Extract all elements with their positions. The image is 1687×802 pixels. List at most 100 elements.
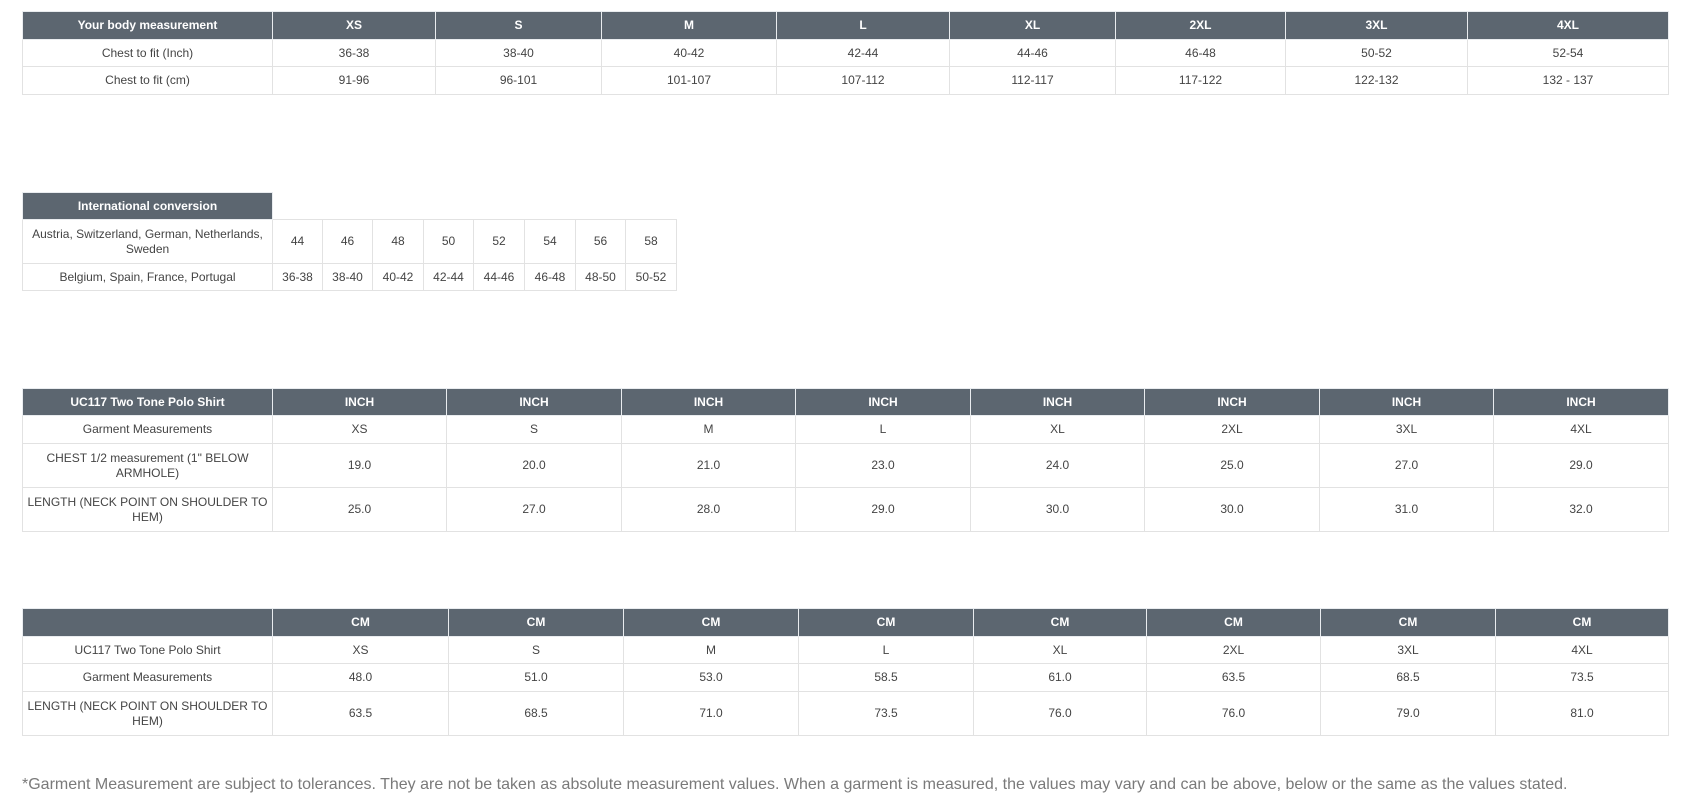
header-cell: CM <box>623 608 799 637</box>
table-cell: 117-122 <box>1115 66 1286 95</box>
header-cell: CM <box>973 608 1147 637</box>
table-row: Belgium, Spain, France, Portugal 36-38 3… <box>22 263 677 291</box>
table-cell: 3XL <box>1319 415 1494 444</box>
body-measurement-table: Your body measurement XS S M L XL 2XL 3X… <box>22 11 1669 95</box>
table-cell: L <box>798 636 974 664</box>
row-label: LENGTH (NECK POINT ON SHOULDER TO HEM) <box>22 691 273 736</box>
table-cell: 54 <box>524 219 576 264</box>
empty-header-space <box>273 193 677 220</box>
table-cell: 46 <box>322 219 373 264</box>
table-cell: 42-44 <box>423 263 474 291</box>
header-cell: INCH <box>970 388 1145 416</box>
table-cell: 29.0 <box>1493 443 1669 488</box>
table-cell: 132 - 137 <box>1467 66 1669 95</box>
table-cell: 25.0 <box>1144 443 1320 488</box>
table-cell: 3XL <box>1320 636 1496 664</box>
header-cell: Your body measurement <box>22 11 273 40</box>
row-label: UC117 Two Tone Polo Shirt <box>22 636 273 664</box>
row-label: Austria, Switzerland, German, Netherland… <box>22 219 273 264</box>
table-header-row: CM CM CM CM CM CM CM CM <box>22 608 1669 637</box>
table-row: CHEST 1/2 measurement (1" BELOW ARMHOLE)… <box>22 443 1669 488</box>
table-cell: 29.0 <box>795 487 971 532</box>
table-cell: 42-44 <box>776 39 950 67</box>
row-label: Belgium, Spain, France, Portugal <box>22 263 273 291</box>
table-cell: 96-101 <box>435 66 602 95</box>
header-cell: 3XL <box>1285 11 1468 40</box>
header-cell: CM <box>1320 608 1496 637</box>
table-cell: 73.5 <box>1495 663 1669 692</box>
table-cell: XS <box>272 636 449 664</box>
table-cell: 30.0 <box>1144 487 1320 532</box>
header-cell: XL <box>949 11 1116 40</box>
table-cell: 2XL <box>1146 636 1321 664</box>
table-cell: L <box>795 415 971 444</box>
row-label: Garment Measurements <box>22 415 273 444</box>
header-cell: UC117 Two Tone Polo Shirt <box>22 388 273 416</box>
table-header-row: UC117 Two Tone Polo Shirt INCH INCH INCH… <box>22 388 1669 416</box>
table-cell: 48 <box>372 219 424 264</box>
table-cell: 76.0 <box>973 691 1147 736</box>
table-cell: 46-48 <box>524 263 576 291</box>
table-cell: XL <box>973 636 1147 664</box>
table-cell: 50-52 <box>1285 39 1468 67</box>
table-cell: 58 <box>625 219 677 264</box>
header-cell: CM <box>448 608 624 637</box>
table-cell: 52-54 <box>1467 39 1669 67</box>
header-cell: INCH <box>446 388 622 416</box>
cm-measurement-table: CM CM CM CM CM CM CM CM UC117 Two Tone P… <box>22 608 1669 736</box>
table-cell: 112-117 <box>949 66 1116 95</box>
table-row: Garment Measurements XS S M L XL 2XL 3XL… <box>22 415 1669 444</box>
table-cell: 38-40 <box>322 263 373 291</box>
table-cell: 2XL <box>1144 415 1320 444</box>
table-row: Austria, Switzerland, German, Netherland… <box>22 219 677 264</box>
header-cell: L <box>776 11 950 40</box>
table-cell: 46-48 <box>1115 39 1286 67</box>
table-cell: 25.0 <box>272 487 447 532</box>
table-cell: 4XL <box>1493 415 1669 444</box>
table-cell: 27.0 <box>1319 443 1494 488</box>
table-cell: 40-42 <box>601 39 777 67</box>
table-cell: 27.0 <box>446 487 622 532</box>
table-cell: 53.0 <box>623 663 799 692</box>
international-conversion-table: International conversion Austria, Switze… <box>22 192 677 291</box>
table-cell: 101-107 <box>601 66 777 95</box>
header-cell: 2XL <box>1115 11 1286 40</box>
table-cell: 23.0 <box>795 443 971 488</box>
table-cell: 48-50 <box>575 263 626 291</box>
table-cell: 24.0 <box>970 443 1145 488</box>
table-cell: M <box>623 636 799 664</box>
table-cell: 68.5 <box>1320 663 1496 692</box>
header-cell <box>22 608 273 637</box>
tolerance-note: *Garment Measurement are subject to tole… <box>22 776 1568 793</box>
table-cell: 50-52 <box>625 263 677 291</box>
table-cell: S <box>446 415 622 444</box>
table-cell: 122-132 <box>1285 66 1468 95</box>
table-cell: 91-96 <box>272 66 436 95</box>
header-cell: International conversion <box>22 192 273 220</box>
table-cell: 79.0 <box>1320 691 1496 736</box>
header-cell: INCH <box>1144 388 1320 416</box>
header-cell: S <box>435 11 602 40</box>
table-row: Chest to fit (Inch) 36-38 38-40 40-42 42… <box>22 39 1669 67</box>
table-header-row: International conversion <box>22 192 677 220</box>
header-cell: CM <box>272 608 449 637</box>
header-cell: INCH <box>1319 388 1494 416</box>
table-cell: 63.5 <box>272 691 449 736</box>
table-cell: 44-46 <box>949 39 1116 67</box>
table-cell: 19.0 <box>272 443 447 488</box>
header-cell: M <box>601 11 777 40</box>
table-cell: 21.0 <box>621 443 796 488</box>
table-cell: XL <box>970 415 1145 444</box>
table-cell: 63.5 <box>1146 663 1321 692</box>
header-cell: CM <box>798 608 974 637</box>
table-row: Garment Measurements 48.0 51.0 53.0 58.5… <box>22 663 1669 692</box>
table-cell: 31.0 <box>1319 487 1494 532</box>
header-cell: INCH <box>272 388 447 416</box>
table-cell: 44 <box>272 219 323 264</box>
header-cell: INCH <box>621 388 796 416</box>
header-cell: INCH <box>795 388 971 416</box>
row-label: Chest to fit (cm) <box>22 66 273 95</box>
row-label: Garment Measurements <box>22 663 273 692</box>
table-cell: 71.0 <box>623 691 799 736</box>
row-label: CHEST 1/2 measurement (1" BELOW ARMHOLE) <box>22 443 273 488</box>
